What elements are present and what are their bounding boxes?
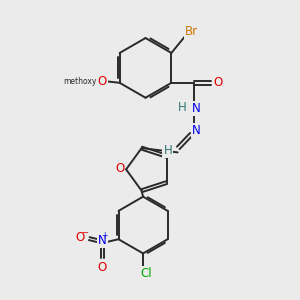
- Text: O: O: [98, 260, 107, 274]
- Text: O: O: [213, 76, 222, 89]
- Text: H: H: [164, 144, 172, 157]
- Text: Br: Br: [185, 25, 198, 38]
- Text: +: +: [102, 231, 108, 240]
- Text: methoxy: methoxy: [63, 76, 97, 85]
- Text: N: N: [98, 234, 106, 247]
- Text: O: O: [98, 75, 107, 88]
- Text: Cl: Cl: [140, 267, 152, 280]
- Text: N: N: [192, 124, 200, 137]
- Text: N: N: [192, 102, 200, 115]
- Text: O: O: [76, 231, 85, 244]
- Text: −: −: [81, 228, 88, 237]
- Text: O: O: [115, 162, 124, 175]
- Text: H: H: [178, 101, 187, 114]
